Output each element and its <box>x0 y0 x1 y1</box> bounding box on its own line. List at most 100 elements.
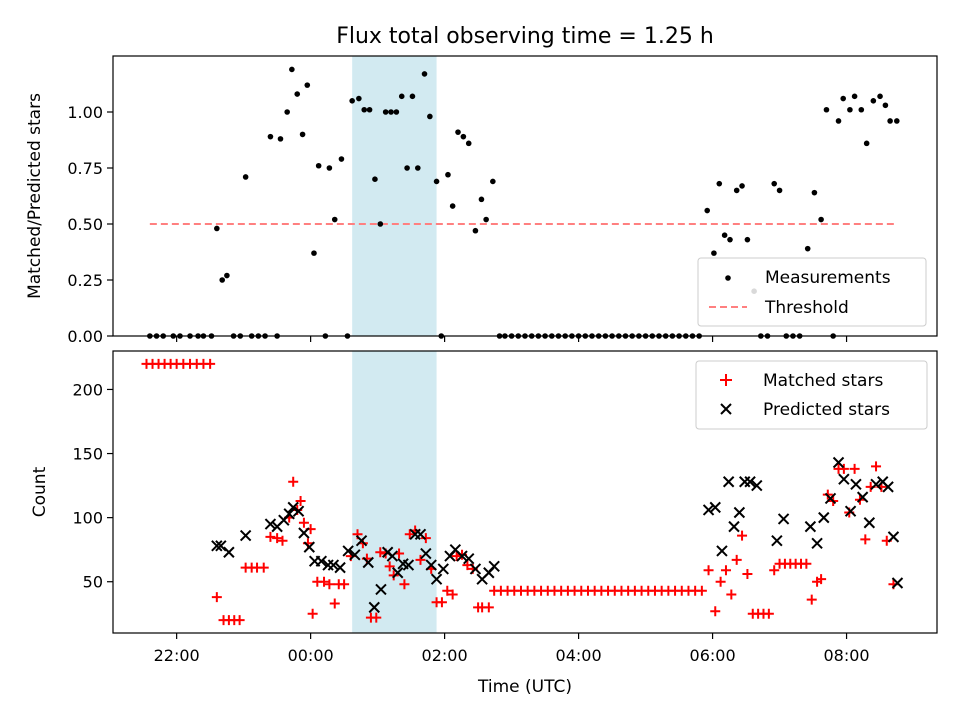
top-y-axis-label: Matched/Predicted stars <box>25 93 45 299</box>
measurement-point <box>349 98 355 104</box>
predicted-star-point <box>355 535 368 547</box>
matched-star-point <box>258 562 269 573</box>
predicted-star-point <box>283 508 295 520</box>
predicted-star-point <box>264 518 277 530</box>
predicted-star-point <box>362 556 374 569</box>
matched-star-point <box>288 476 299 487</box>
top-y-tick-label: 0.75 <box>67 159 103 178</box>
legend-measurements-label: Measurements <box>765 268 891 288</box>
matched-star-point <box>436 597 447 608</box>
measurement-point <box>315 162 322 169</box>
predicted-star-point <box>728 520 740 533</box>
measurement-point <box>455 129 461 135</box>
top-axes-frame <box>112 55 938 337</box>
matched-star-point <box>447 589 458 600</box>
predicted-star-point <box>386 550 399 562</box>
predicted-star-point <box>402 559 415 571</box>
matched-star-point <box>339 579 350 590</box>
predicted-star-point <box>832 456 845 469</box>
bottom-highlight-span <box>352 351 437 633</box>
measurement-point <box>404 165 410 171</box>
measurement-point <box>338 156 345 162</box>
measurement-point <box>840 95 847 102</box>
measurement-point <box>882 102 889 109</box>
matched-star-point <box>801 558 812 569</box>
legend-predicted-label: Predicted stars <box>763 400 890 420</box>
x-tick-label: 00:00 <box>288 646 334 665</box>
bottom-legend-box <box>695 360 928 430</box>
predicted-star-point <box>716 545 728 557</box>
measurement-point <box>267 133 274 140</box>
measurement-point <box>716 180 723 187</box>
measurement-point <box>393 109 400 115</box>
measurement-point <box>433 178 440 185</box>
predicted-star-point <box>870 478 882 491</box>
predicted-star-point <box>777 513 790 525</box>
top-panel: Matched/Predicted stars 0.00 0.25 0.50 0.75… <box>25 55 938 346</box>
bottom-y-tick-label: 200 <box>72 380 103 399</box>
predicted-star-point <box>838 473 850 485</box>
matched-star-point <box>298 517 309 528</box>
top-legend: Measurements Threshold <box>697 257 927 327</box>
measurement-point <box>478 196 485 203</box>
measurement-point <box>851 93 858 100</box>
top-x-ticks <box>176 336 848 342</box>
matched-star-point <box>451 551 462 562</box>
predicted-star-point <box>211 540 223 552</box>
measurement-point <box>877 93 883 100</box>
x-axis-label: Time (UTC) <box>477 677 572 697</box>
predicted-star-point <box>292 505 305 517</box>
measurement-point <box>445 171 451 178</box>
matched-star-point <box>415 554 426 565</box>
measurement-point <box>219 277 225 283</box>
measurement-point <box>711 250 717 256</box>
predicted-star-point <box>287 501 299 514</box>
x-tick-label: 08:00 <box>824 646 870 665</box>
measurement-point <box>331 216 338 223</box>
predicted-star-point <box>463 552 475 565</box>
matched-star-point <box>720 565 731 576</box>
measurement-point <box>771 180 778 187</box>
predicted-star-point <box>702 504 715 516</box>
matched-star-point <box>483 602 494 613</box>
matched-star-point <box>205 358 216 369</box>
top-y-tick-label: 0.50 <box>67 215 103 234</box>
measurement-point <box>465 140 472 147</box>
measurement-point <box>224 272 230 279</box>
measurement-point <box>277 136 284 142</box>
matched-star-point <box>319 576 330 587</box>
predicted-star-point <box>744 476 756 488</box>
bottom-axes-frame <box>112 350 938 634</box>
predicted-star-point <box>215 540 227 552</box>
bottom-y-tick-label: 50 <box>83 573 103 592</box>
measurement-point <box>704 207 711 214</box>
matched-star-point <box>211 592 222 603</box>
measurement-point <box>733 187 740 194</box>
legend-threshold-label: Threshold <box>764 298 849 318</box>
predicted-star-point <box>437 563 449 575</box>
matched-star-point <box>816 574 827 585</box>
matched-star-point <box>375 547 386 558</box>
x-tick-label: 04:00 <box>556 646 602 665</box>
matched-star-point <box>388 570 399 581</box>
bottom-series-0 <box>141 358 899 626</box>
measurement-point <box>361 106 368 113</box>
predicted-star-point <box>303 541 315 553</box>
measurement-point <box>409 93 416 100</box>
predicted-star-point <box>342 545 354 557</box>
matched-star-point <box>272 533 283 544</box>
x-tick-label: 22:00 <box>154 646 200 665</box>
predicted-star-point <box>430 573 443 585</box>
measurement-point <box>887 118 893 124</box>
bottom-panel: Count 50 100 150 200 22:00 00:00 02:00 04:00 06… <box>30 350 938 697</box>
matched-star-point <box>710 606 721 617</box>
measurement-point <box>398 93 405 100</box>
measurement-point <box>382 109 389 115</box>
measurement-point <box>490 178 496 185</box>
bottom-series-1 <box>211 456 904 614</box>
matched-star-point <box>307 608 318 619</box>
measurement-point <box>294 91 301 97</box>
x-tick-label: 02:00 <box>422 646 468 665</box>
matched-star-point <box>404 529 415 540</box>
predicted-star-point <box>771 535 783 547</box>
